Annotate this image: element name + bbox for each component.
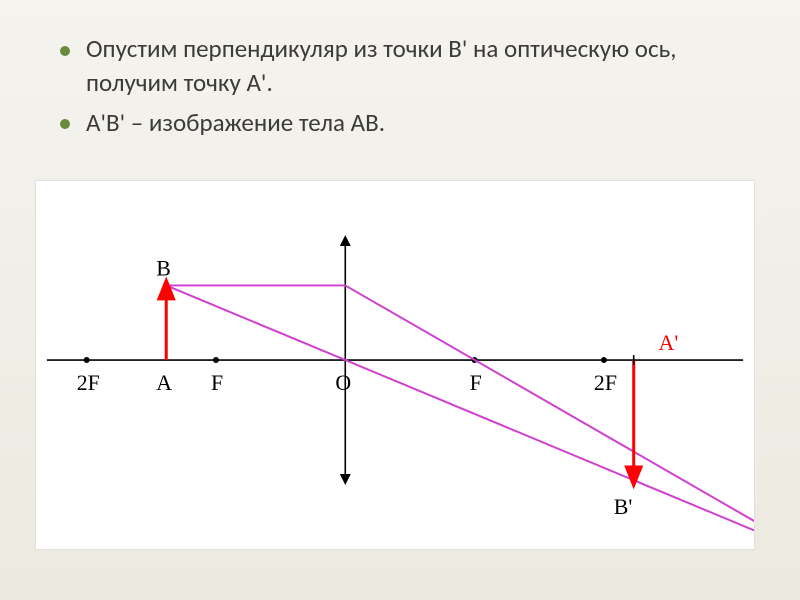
bullet-1: Опустим перпендикуляр из точки B' на опт…	[60, 32, 750, 100]
optics-diagram: 2F A F O F 2F B A' B'	[35, 180, 755, 550]
bullet-2: A'B' – изображение тела AB.	[60, 106, 750, 140]
label-B: B	[156, 256, 171, 280]
pt-F-left	[213, 357, 219, 363]
optics-svg: 2F A F O F 2F B A' B'	[36, 181, 754, 549]
pt-2F-left	[84, 357, 90, 363]
slide: Опустим перпендикуляр из точки B' на опт…	[0, 0, 800, 600]
pt-2F-right	[601, 357, 607, 363]
ray-through-center	[166, 285, 754, 534]
label-O: O	[335, 371, 351, 395]
label-2F-left: 2F	[77, 371, 100, 395]
label-A: A	[156, 371, 172, 395]
label-B-prime: B'	[614, 495, 633, 519]
label-2F-right: 2F	[594, 371, 617, 395]
label-F-right: F	[470, 371, 482, 395]
bullet-2-text: A'B' – изображение тела AB.	[86, 107, 385, 138]
label-F-left: F	[211, 371, 223, 395]
bullet-list: Опустим перпендикуляр из точки B' на опт…	[60, 32, 750, 139]
bullet-1-text: Опустим перпендикуляр из точки B' на опт…	[86, 33, 677, 98]
label-A-prime: A'	[659, 331, 679, 355]
